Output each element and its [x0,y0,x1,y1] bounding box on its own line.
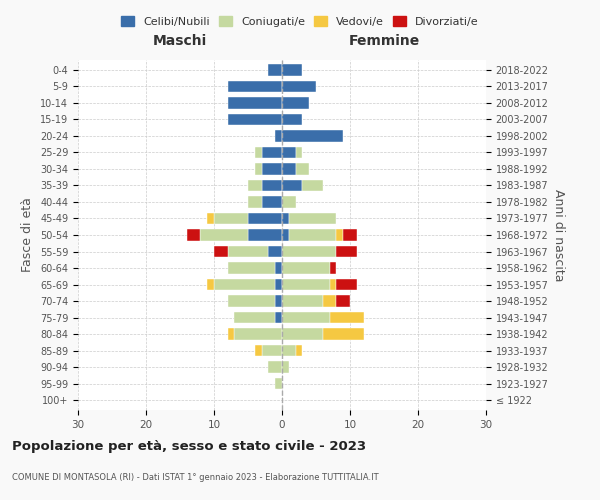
Bar [214,246,227,258]
Bar [227,262,275,274]
Bar [235,312,275,324]
Bar [227,296,275,307]
Bar [268,246,282,258]
Bar [282,80,316,92]
Bar [248,180,262,192]
Bar [227,328,235,340]
Bar [227,246,268,258]
Bar [337,279,357,290]
Bar [289,212,337,224]
Bar [282,246,337,258]
Bar [207,212,214,224]
Bar [282,312,329,324]
Bar [296,163,309,174]
Bar [282,180,302,192]
Bar [255,163,262,174]
Bar [275,130,282,141]
Bar [329,262,337,274]
Bar [275,279,282,290]
Y-axis label: Fasce di età: Fasce di età [22,198,34,272]
Y-axis label: Anni di nascita: Anni di nascita [553,188,565,281]
Bar [282,97,309,108]
Text: COMUNE DI MONTASOLA (RI) - Dati ISTAT 1° gennaio 2023 - Elaborazione TUTTITALIA.: COMUNE DI MONTASOLA (RI) - Dati ISTAT 1°… [12,473,379,482]
Bar [262,196,282,208]
Bar [262,163,282,174]
Bar [282,196,296,208]
Bar [248,229,282,241]
Bar [343,229,357,241]
Text: Femmine: Femmine [349,34,419,48]
Bar [248,212,282,224]
Bar [282,279,329,290]
Bar [329,279,337,290]
Bar [296,146,302,158]
Bar [255,146,262,158]
Bar [268,362,282,373]
Bar [248,196,262,208]
Bar [337,229,343,241]
Bar [275,262,282,274]
Bar [200,229,248,241]
Bar [302,180,323,192]
Bar [227,97,282,108]
Bar [337,296,350,307]
Bar [282,64,302,76]
Bar [275,296,282,307]
Bar [227,80,282,92]
Bar [214,212,248,224]
Text: Popolazione per età, sesso e stato civile - 2023: Popolazione per età, sesso e stato civil… [12,440,366,453]
Bar [262,345,282,356]
Bar [262,180,282,192]
Bar [282,146,296,158]
Bar [296,345,302,356]
Bar [282,345,296,356]
Bar [282,163,296,174]
Bar [289,229,337,241]
Bar [337,246,357,258]
Bar [282,362,289,373]
Bar [282,130,343,141]
Bar [282,229,289,241]
Bar [282,296,323,307]
Bar [187,229,200,241]
Legend: Celibi/Nubili, Coniugati/e, Vedovi/e, Divorziati/e: Celibi/Nubili, Coniugati/e, Vedovi/e, Di… [116,10,484,32]
Bar [268,64,282,76]
Bar [235,328,282,340]
Bar [329,312,364,324]
Bar [262,146,282,158]
Bar [275,378,282,390]
Bar [275,312,282,324]
Bar [207,279,214,290]
Bar [255,345,262,356]
Bar [323,328,364,340]
Bar [282,328,323,340]
Bar [214,279,275,290]
Bar [282,114,302,125]
Bar [282,212,289,224]
Bar [323,296,337,307]
Bar [282,262,329,274]
Bar [227,114,282,125]
Text: Maschi: Maschi [153,34,207,48]
